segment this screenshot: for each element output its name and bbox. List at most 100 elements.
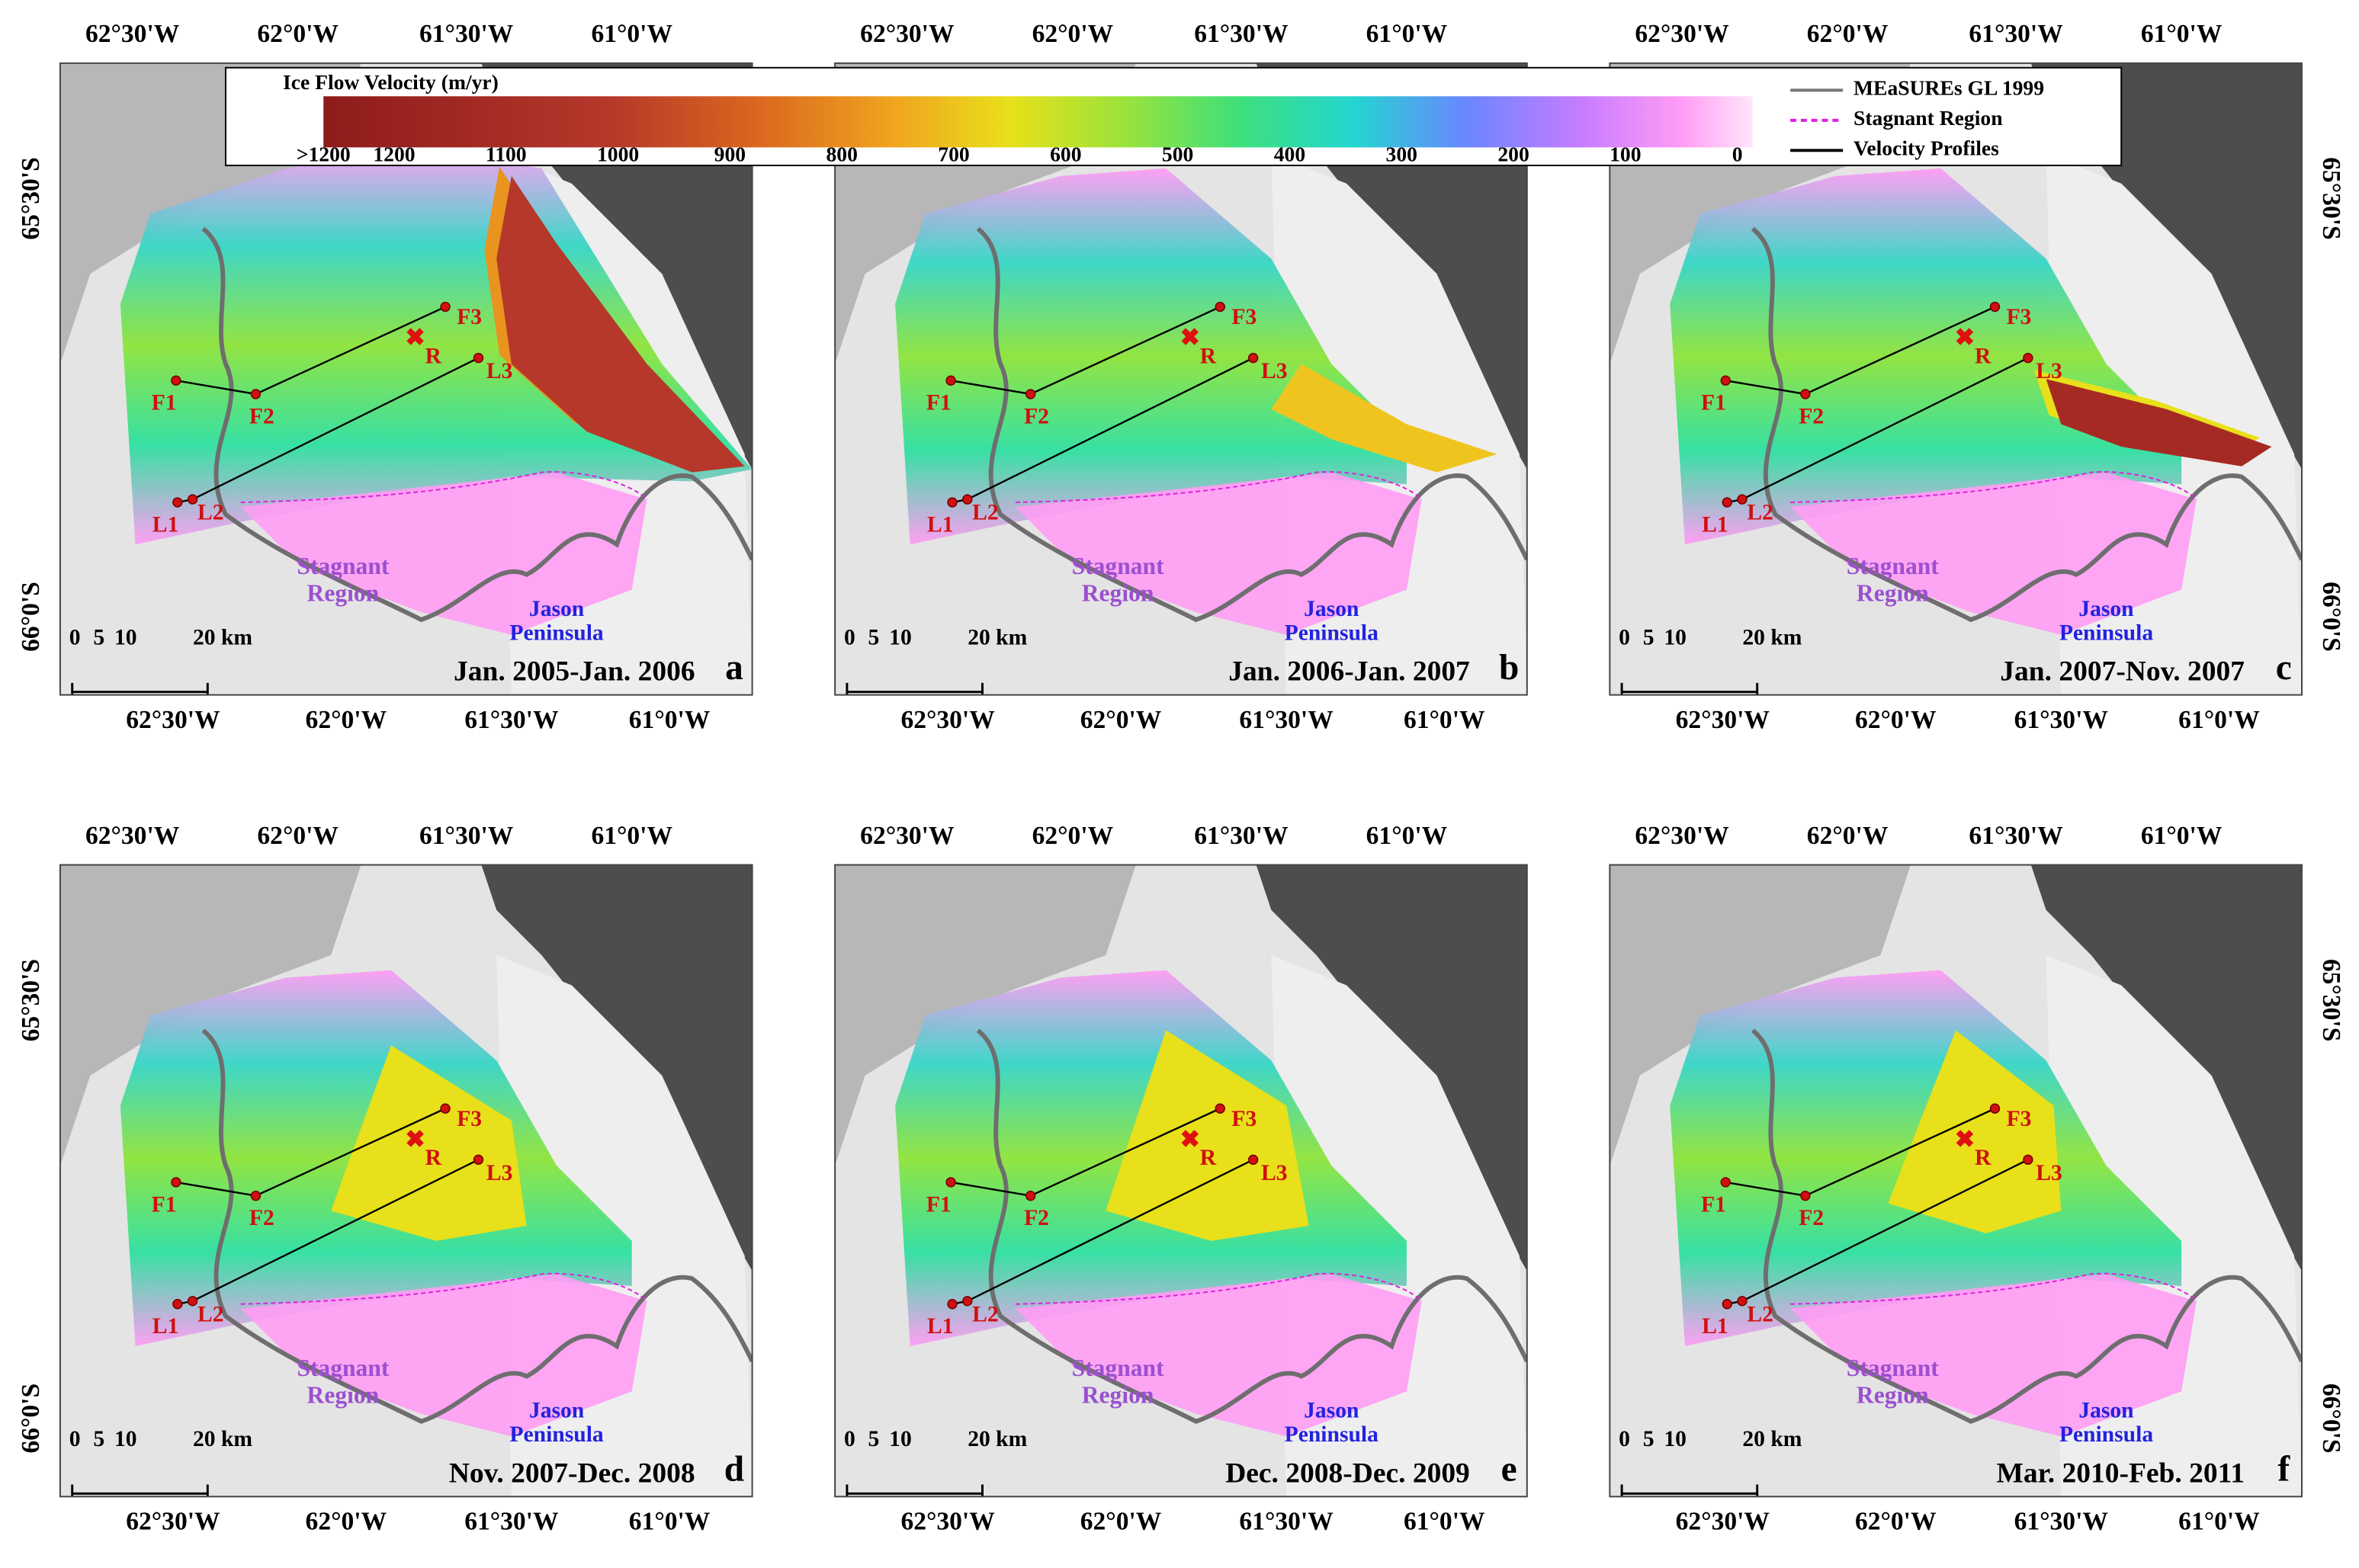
place-label: Peninsula	[1285, 1422, 1378, 1447]
bottom-lon-label: 61°30'W	[2014, 706, 2108, 734]
velocity-field	[120, 146, 753, 545]
point-label: L3	[2036, 359, 2062, 383]
profile-point	[250, 389, 262, 399]
scale-label: 5	[93, 625, 104, 649]
point-label: R	[1975, 1146, 1992, 1170]
stagnant-boundary	[1790, 1272, 2197, 1305]
period-label: Mar. 2010-Feb. 2011	[1996, 1457, 2245, 1489]
point-label: L3	[1261, 359, 1288, 383]
panel-letter: e	[1501, 1450, 1517, 1489]
lat-label: 65°30'S	[17, 157, 45, 239]
region-label: Stagnant	[297, 553, 390, 579]
profile-point	[440, 1103, 451, 1114]
region-label: Stagnant	[1847, 1355, 1940, 1381]
bottom-lon-label: 61°30'W	[464, 1508, 558, 1536]
fast-flow	[331, 1045, 527, 1241]
lat-label: 66°0'S	[2317, 582, 2345, 652]
map-frame	[1609, 864, 2303, 1498]
panel-letter: d	[724, 1450, 744, 1489]
scale-label: 20 km	[193, 625, 252, 649]
region-label: Region	[1857, 580, 1929, 607]
stagnant-boundary	[240, 471, 648, 504]
region-label: Stagnant	[297, 1355, 390, 1381]
point-label: L3	[1261, 1161, 1288, 1185]
velocity-field	[1670, 168, 2182, 545]
colorbar-tick-label: 200	[1497, 143, 1529, 166]
top-lon-label: 61°0'W	[1366, 822, 1448, 850]
place-label: Peninsula	[2059, 1422, 2153, 1447]
mountains	[1610, 864, 1911, 1166]
colorbar-tick-label: 700	[938, 143, 969, 166]
reference-marker: ✖	[1180, 324, 1200, 351]
place-label: Jason	[1304, 597, 1359, 621]
scale-label: 20 km	[968, 625, 1027, 649]
scale-bar	[846, 1484, 984, 1497]
point-label: F3	[1231, 1107, 1257, 1131]
panel-letter: f	[2277, 1450, 2290, 1489]
period-label: Jan. 2005-Jan. 2006	[454, 656, 695, 688]
point-label: F2	[1024, 1206, 1049, 1230]
top-lon-label: 62°30'W	[85, 822, 179, 850]
top-lon-label: 61°0'W	[2141, 20, 2223, 48]
lat-label: 65°30'S	[2317, 959, 2345, 1041]
legend-label: MEaSUREs GL 1999	[1854, 76, 2044, 100]
point-label: L3	[486, 1161, 513, 1185]
top-lon-label: 62°0'W	[1032, 822, 1114, 850]
top-lon-label: 62°0'W	[1032, 20, 1114, 48]
top-lon-label: 62°0'W	[1807, 20, 1889, 48]
point-label: F2	[249, 1206, 274, 1230]
lat-label: 65°30'S	[17, 959, 45, 1041]
scale-label: 0	[69, 1427, 81, 1451]
profile-point	[1800, 1190, 1811, 1201]
mountains	[59, 864, 361, 1166]
place-label: Peninsula	[1285, 620, 1378, 645]
profile-point	[1025, 389, 1036, 399]
bottom-lon-label: 62°0'W	[306, 1508, 387, 1536]
panel-letter: c	[2276, 648, 2292, 688]
profile-point	[187, 1296, 198, 1307]
bottom-lon-label: 62°0'W	[306, 706, 387, 734]
scale-label: 10	[1664, 1427, 1687, 1451]
fast-flow	[1271, 364, 1497, 473]
profile-point	[945, 375, 956, 386]
grounding-line	[1751, 1028, 2302, 1424]
top-lon-label: 62°0'W	[257, 20, 339, 48]
region-label: Region	[307, 1381, 380, 1408]
stagnant-field	[240, 1274, 647, 1437]
place-label: Peninsula	[2059, 620, 2153, 645]
scale-bar	[846, 682, 984, 695]
fast-flow	[2046, 379, 2272, 467]
grounding-line	[201, 226, 753, 623]
colorbar-tick-label: 500	[1162, 143, 1193, 166]
fast-flow	[1106, 1030, 1309, 1241]
point-label: F1	[926, 391, 952, 415]
stagnant-field	[1015, 472, 1422, 635]
stagnant-boundary	[1015, 1272, 1423, 1305]
point-label: R	[1975, 344, 1992, 368]
colorbar-tick-label: 1200	[373, 143, 415, 166]
profile-point	[171, 1177, 181, 1188]
point-label: F1	[926, 1192, 952, 1217]
profile-point	[1720, 1177, 1731, 1188]
profile-point	[1989, 301, 2001, 313]
bottom-lon-label: 61°0'W	[629, 1508, 711, 1536]
bottom-lon-label: 62°30'W	[126, 1508, 220, 1536]
stagnant-field	[1790, 472, 2197, 635]
lat-label: 66°0'S	[2317, 1384, 2345, 1454]
colorbar-tick-label: >1200	[297, 143, 351, 166]
top-lon-label: 61°0'W	[591, 20, 672, 48]
top-lon-label: 62°30'W	[860, 20, 954, 48]
scale-label: 0	[844, 1427, 855, 1451]
scale-label: 5	[868, 1427, 880, 1451]
stagnant-boundary	[240, 1272, 648, 1305]
bottom-lon-label: 61°30'W	[1239, 1508, 1333, 1536]
profile-point	[947, 497, 958, 508]
bottom-lon-label: 62°30'W	[1676, 706, 1770, 734]
top-lon-label: 62°0'W	[1807, 822, 1889, 850]
top-lon-label: 61°30'W	[1969, 822, 2062, 850]
scale-label: 0	[69, 625, 81, 649]
velocity-field	[895, 168, 1407, 545]
place-label: Peninsula	[509, 620, 603, 645]
